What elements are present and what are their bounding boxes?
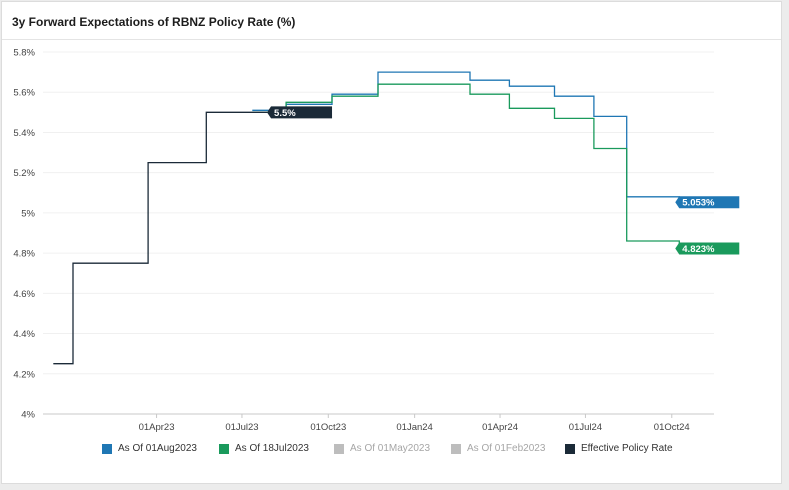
legend-label: As Of 01Feb2023 (467, 443, 546, 454)
y-tick-label: 4.8% (13, 249, 35, 260)
x-tick-label: 01Apr24 (482, 422, 518, 433)
y-tick-label: 4% (21, 410, 35, 421)
legend-label: As Of 18Jul2023 (235, 443, 309, 454)
x-tick-label: 01Oct24 (654, 422, 690, 433)
series-line (53, 111, 268, 365)
legend-swatch (334, 443, 344, 454)
chart-card: 3y Forward Expectations of RBNZ Policy R… (1, 1, 782, 484)
end-label-box (675, 242, 740, 255)
series-line (252, 83, 712, 250)
legend-label: As Of 01Aug2023 (118, 443, 197, 454)
series-end-label: 5.5% (267, 106, 333, 119)
x-tick-label: 01Oct23 (310, 422, 346, 433)
legend-item[interactable]: As Of 18Jul2023 (219, 443, 309, 454)
series-line (252, 71, 712, 203)
end-label-text: 4.823% (682, 244, 715, 255)
end-label-box (267, 106, 333, 119)
legend-swatch (219, 443, 229, 454)
legend-item[interactable]: As Of 01May2023 (334, 443, 430, 454)
x-tick-label: 01Jul23 (225, 422, 258, 433)
y-tick-label: 5.8% (13, 48, 35, 59)
end-label-box (675, 196, 740, 209)
y-tick-label: 5.6% (13, 88, 35, 99)
chart-title: 3y Forward Expectations of RBNZ Policy R… (12, 15, 296, 29)
legend-label: As Of 01May2023 (350, 443, 431, 454)
y-tick-label: 5% (21, 208, 35, 219)
legend-item[interactable]: As Of 01Aug2023 (102, 443, 197, 454)
x-tick-label: 01Apr23 (139, 422, 175, 433)
end-label-text: 5.053% (682, 198, 715, 209)
end-label-text: 5.5% (274, 108, 296, 119)
y-tick-label: 4.2% (13, 369, 35, 380)
legend-item[interactable]: Effective Policy Rate (565, 443, 673, 454)
legend-label: Effective Policy Rate (581, 443, 673, 454)
legend-swatch (102, 443, 112, 454)
legend-swatch (451, 443, 461, 454)
y-tick-label: 4.6% (13, 289, 35, 300)
legend-item[interactable]: As Of 01Feb2023 (451, 443, 545, 454)
series-end-label: 4.823% (675, 242, 740, 255)
header-divider (2, 39, 781, 40)
legend-swatch (565, 443, 575, 454)
y-tick-label: 5.4% (13, 128, 35, 139)
x-tick-label: 01Jan24 (396, 422, 432, 433)
series-end-label: 5.053% (675, 196, 740, 209)
y-tick-label: 5.2% (13, 168, 35, 179)
y-tick-label: 4.4% (13, 329, 35, 340)
x-tick-label: 01Jul24 (569, 422, 602, 433)
